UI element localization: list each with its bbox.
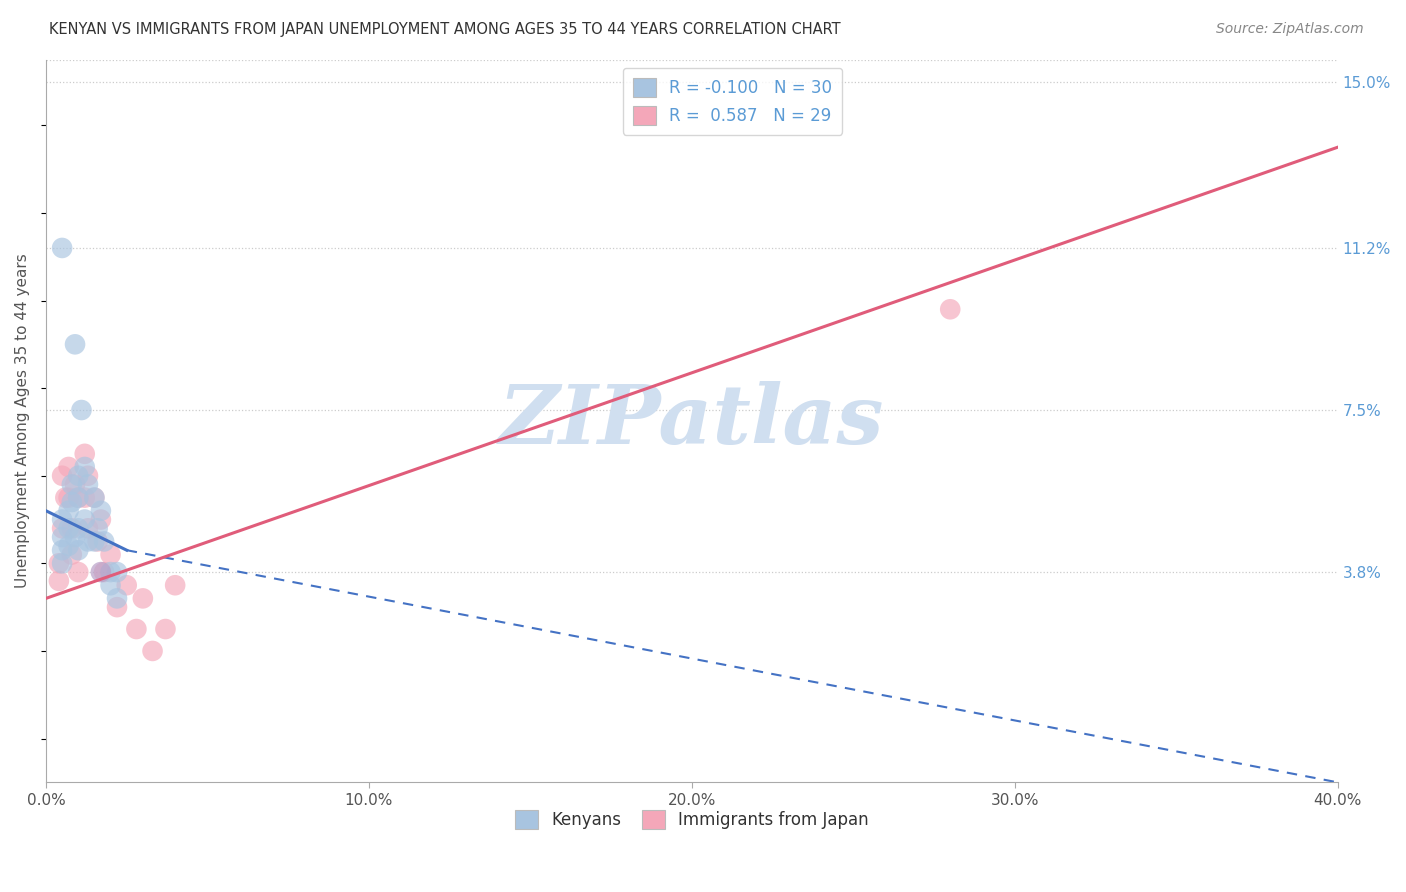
Point (48, 557, 70, 571)
Point (51, 521, 73, 535)
Point (83, 534, 105, 549)
Point (70, 403, 93, 417)
Legend: Kenyans, Immigrants from Japan: Kenyans, Immigrants from Japan (508, 803, 876, 836)
Y-axis label: Unemployment Among Ages 35 to 44 years: Unemployment Among Ages 35 to 44 years (15, 253, 30, 589)
Point (73, 447, 96, 461)
Point (51, 468, 73, 483)
Point (51, 241, 73, 255)
Point (63, 477, 86, 491)
Point (51, 512, 73, 526)
Point (77, 534, 100, 549)
Point (83, 491, 105, 505)
Point (51, 557, 73, 571)
Point (67, 543, 90, 558)
Point (73, 491, 96, 505)
Point (93, 565, 115, 579)
Point (125, 622, 148, 636)
Point (115, 578, 138, 592)
Point (73, 512, 96, 526)
Point (165, 578, 187, 592)
Point (60, 521, 83, 535)
Point (67, 468, 90, 483)
Point (60, 548, 83, 562)
Text: Source: ZipAtlas.com: Source: ZipAtlas.com (1216, 22, 1364, 37)
Point (48, 574, 70, 588)
Point (51, 530, 73, 544)
Point (53, 491, 76, 505)
Point (58, 504, 80, 518)
Point (67, 491, 90, 505)
Text: KENYAN VS IMMIGRANTS FROM JAPAN UNEMPLOYMENT AMONG AGES 35 TO 44 YEARS CORRELATI: KENYAN VS IMMIGRANTS FROM JAPAN UNEMPLOY… (49, 22, 841, 37)
Point (60, 495, 83, 509)
Point (90, 504, 112, 518)
Point (67, 521, 90, 535)
Point (90, 565, 112, 579)
Point (77, 477, 100, 491)
Point (86, 534, 108, 549)
Text: ZIPatlas: ZIPatlas (499, 381, 884, 461)
Point (93, 534, 115, 549)
Point (58, 521, 80, 535)
Point (105, 600, 128, 615)
Point (100, 565, 122, 579)
Point (105, 591, 128, 606)
Point (67, 565, 90, 579)
Point (86, 521, 108, 535)
Point (60, 477, 83, 491)
Point (58, 491, 80, 505)
Point (83, 491, 105, 505)
Point (63, 337, 86, 351)
Point (155, 622, 177, 636)
Point (100, 578, 122, 592)
Point (73, 460, 96, 475)
Point (63, 530, 86, 544)
Point (141, 644, 163, 658)
Point (105, 565, 128, 579)
Point (939, 302, 962, 317)
Point (58, 460, 80, 475)
Point (77, 468, 100, 483)
Point (67, 491, 90, 505)
Point (58, 539, 80, 553)
Point (90, 512, 112, 526)
Point (77, 521, 100, 535)
Point (51, 543, 73, 558)
Point (132, 591, 155, 606)
Point (100, 548, 122, 562)
